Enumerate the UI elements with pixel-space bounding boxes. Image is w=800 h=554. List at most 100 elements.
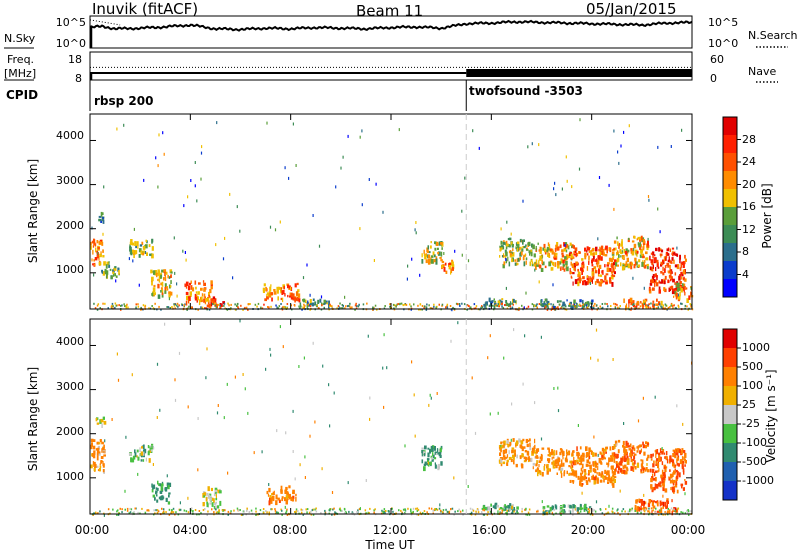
power-ground-cell <box>191 306 193 309</box>
velocity-sparse-cell <box>247 411 249 415</box>
velocity-cell <box>165 497 168 502</box>
power-cell <box>133 254 135 258</box>
power-cell <box>546 300 550 305</box>
power-sparse-cell <box>527 145 529 149</box>
velocity-cell <box>286 497 289 502</box>
power-cell <box>538 260 540 265</box>
velocity-cell <box>565 457 568 461</box>
velocity-ground-cell <box>156 509 159 512</box>
power-ground-cell <box>604 302 606 305</box>
power-ground-cell <box>183 305 185 308</box>
power-sparse-cell <box>295 164 297 167</box>
velocity-ground-cell <box>357 509 359 512</box>
power-cell <box>666 262 670 266</box>
power-ground-cell <box>433 305 435 308</box>
velocity-ground-cell <box>348 510 350 513</box>
velocity-cell <box>683 456 685 460</box>
velocity-ground-cell <box>448 511 450 514</box>
power-cell <box>450 268 453 274</box>
velocity-sparse-cell <box>540 437 543 441</box>
velocity-cell <box>214 505 217 511</box>
velocity-ground-cell <box>433 509 435 512</box>
velocity-cell <box>616 453 619 459</box>
velocity-cell <box>215 498 218 501</box>
power-cell <box>675 253 677 256</box>
velocity-cell <box>681 466 684 470</box>
velocity-cell <box>527 439 530 442</box>
velocity-cell <box>676 462 679 466</box>
power-cell <box>190 285 193 290</box>
power-cell <box>672 278 675 283</box>
velocity-cell <box>270 499 273 504</box>
power-cell <box>314 301 317 304</box>
power-ground-cell <box>634 305 636 308</box>
power-cell <box>602 249 605 254</box>
power-sparse-cell <box>168 297 170 301</box>
power-cell <box>652 300 655 303</box>
velocity-ground-cell <box>417 508 420 511</box>
power-cell <box>579 279 581 284</box>
velocity-cell <box>630 449 632 454</box>
power-cell <box>91 240 94 244</box>
velocity-cell <box>516 506 519 510</box>
velocity-cell <box>583 474 586 479</box>
power-cell <box>614 259 617 263</box>
power-sparse-cell <box>338 306 340 310</box>
power-ground-cell <box>348 304 350 307</box>
velocity-cell <box>513 507 515 511</box>
velocity-cell <box>547 458 550 462</box>
power-ground-cell <box>223 302 226 305</box>
power-cell <box>195 286 197 290</box>
power-cell <box>554 262 557 267</box>
velocity-cell <box>537 456 539 459</box>
velocity-ground-cell <box>686 511 689 514</box>
power-cell <box>161 293 164 298</box>
velocity-cell <box>142 459 145 462</box>
velocity-cell <box>608 457 611 462</box>
velocity-ground-cell <box>482 513 485 516</box>
velocity-cell <box>637 445 639 451</box>
power-ground-cell <box>197 308 199 311</box>
power-cell <box>663 268 666 273</box>
power-cell <box>674 291 677 295</box>
velocity-ground-cell <box>133 511 135 514</box>
power-cell <box>157 283 160 289</box>
velocity-cell <box>147 445 150 449</box>
velocity-cell <box>502 453 505 458</box>
nsearch-tick-top: 10^5 <box>708 16 739 29</box>
velocity-cell <box>482 505 485 509</box>
power-ground-cell <box>183 304 185 307</box>
velocity-cell <box>588 455 591 460</box>
velocity-cell <box>158 483 160 486</box>
velocity-ground-cell <box>116 513 118 516</box>
velocity-cell <box>99 439 102 443</box>
velocity-cell <box>609 457 612 462</box>
power-cell <box>153 270 156 275</box>
power-ground-cell <box>665 304 667 307</box>
power-cell <box>586 246 589 251</box>
velocity-cell <box>487 506 491 511</box>
power-cell <box>269 286 272 292</box>
power-cell <box>150 269 153 274</box>
power-sparse-cell <box>398 128 400 132</box>
power-ground-cell <box>349 305 351 308</box>
velocity-cell <box>662 450 664 453</box>
power-cell <box>593 266 596 270</box>
velocity-ground-cell <box>276 511 278 514</box>
power-cell <box>432 251 435 256</box>
velocity-cell <box>430 445 433 449</box>
velocity-sparse-cell <box>174 398 177 402</box>
power-sparse-cell <box>361 129 363 133</box>
power-ground-cell <box>438 303 440 306</box>
power-sparse-cell <box>461 253 463 257</box>
power-cell <box>608 268 612 272</box>
velocity-cell <box>136 455 138 458</box>
power-cell <box>451 261 454 266</box>
velocity-ground-cell <box>587 510 589 513</box>
velocity-cell <box>663 484 665 488</box>
power-cell <box>651 275 654 281</box>
power-cell <box>561 249 564 252</box>
velocity-cell <box>520 440 524 445</box>
power-cell <box>634 257 637 262</box>
